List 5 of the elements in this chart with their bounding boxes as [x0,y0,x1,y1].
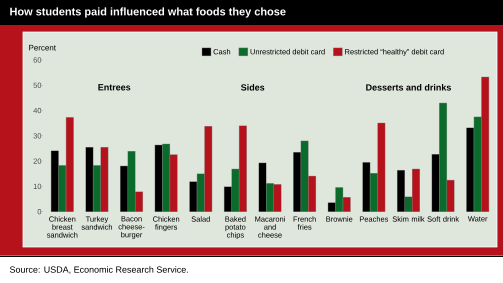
annotation: Sides [241,84,264,91]
chart-title: How students paid influenced what foods they chose [10,7,286,18]
annotation: Entrees [98,84,130,90]
annotation: Desserts and drinks [366,84,451,91]
source-note: Source: USDA, Economic Research Service. [10,266,188,274]
